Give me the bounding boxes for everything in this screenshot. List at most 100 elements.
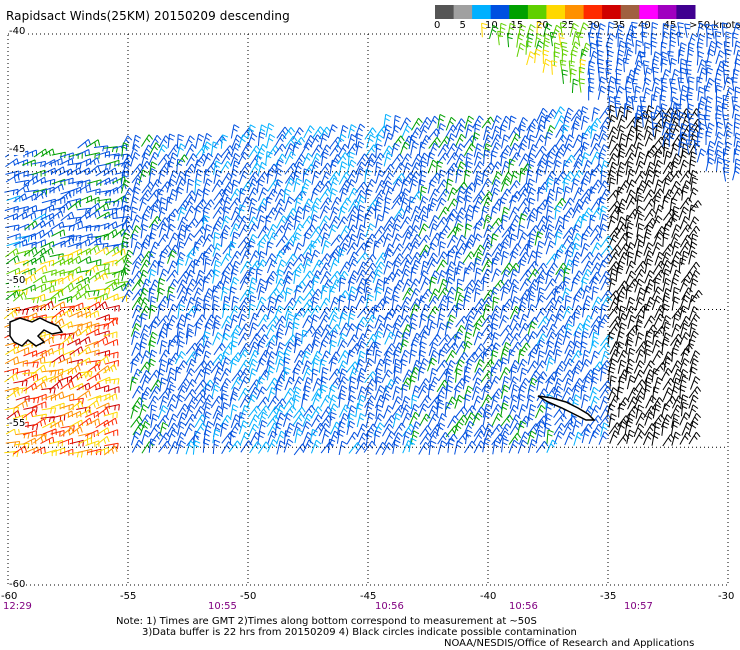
wind-barb: [175, 360, 188, 373]
wind-barb: [195, 133, 205, 148]
wind-barb: [651, 77, 661, 92]
wind-barb: [644, 296, 656, 311]
wind-barb: [166, 208, 179, 221]
wind-barb: [669, 78, 676, 93]
wind-barb: [202, 438, 211, 453]
wind-barb: [338, 171, 351, 185]
wind-barb: [257, 225, 270, 239]
wind-barb: [428, 440, 437, 455]
wind-barb: [688, 431, 701, 445]
wind-barb: [625, 144, 637, 158]
wind-barb: [256, 357, 267, 372]
wind-barb: [438, 334, 452, 346]
wind-barb: [202, 233, 214, 247]
wind-barb: [150, 179, 162, 192]
wind-barb: [354, 286, 365, 301]
wind-barb: [453, 251, 463, 266]
wind-barb: [247, 223, 259, 237]
wind-barb: [534, 145, 547, 159]
wind-barb: [103, 259, 118, 267]
wind-barb: [60, 427, 75, 437]
wind-barb: [339, 187, 349, 202]
wind-barb: [41, 159, 56, 167]
wind-barb: [310, 160, 321, 175]
wind-barb: [328, 215, 341, 229]
wind-barb: [364, 188, 373, 203]
wind-barb: [555, 125, 567, 138]
wind-barb: [158, 223, 169, 238]
wind-barb: [274, 133, 287, 147]
wind-barb: [446, 143, 458, 156]
wind-barb: [337, 143, 350, 157]
wind-barb: [455, 168, 464, 184]
wind-barb: [481, 169, 490, 185]
wind-barb: [636, 222, 645, 238]
wind-barb: [310, 339, 321, 354]
wind-barb: [318, 297, 331, 311]
wind-barb: [535, 294, 546, 309]
legend-swatch: [527, 5, 547, 19]
wind-barb: [185, 296, 196, 311]
lon-label-55: -55: [120, 591, 137, 602]
wind-barb: [703, 114, 711, 129]
wind-barb: [625, 86, 632, 102]
wind-barb: [67, 162, 82, 169]
wind-barb: [481, 22, 488, 38]
wind-barb: [265, 241, 274, 256]
wind-barb: [5, 255, 20, 265]
wind-barb: [86, 245, 100, 255]
wind-barb: [383, 249, 394, 264]
wind-barb: [437, 349, 446, 364]
wind-barb: [499, 22, 507, 38]
wind-barb: [420, 277, 431, 291]
wind-barb: [453, 215, 464, 229]
wind-barb: [465, 214, 473, 229]
wind-barb: [276, 215, 288, 229]
wind-barb: [222, 196, 233, 211]
wind-barb: [41, 407, 57, 414]
wind-barb: [391, 153, 404, 166]
wind-barb: [393, 162, 406, 175]
wind-barb: [231, 331, 240, 347]
wind-barb: [202, 206, 211, 222]
wind-barb: [536, 224, 548, 238]
wind-barb: [140, 152, 151, 167]
wind-barb: [706, 32, 713, 48]
wind-barb: [590, 233, 603, 246]
wind-barb: [391, 294, 400, 310]
wind-barb: [292, 394, 301, 409]
wind-barb: [472, 115, 484, 129]
wind-barb: [221, 262, 234, 275]
wind-barb: [464, 204, 475, 219]
wind-barb: [120, 154, 134, 167]
wind-barb: [679, 197, 693, 210]
wind-barb: [680, 394, 689, 409]
wind-barb: [202, 276, 211, 291]
wind-barb: [166, 422, 179, 436]
wind-barb: [662, 232, 670, 247]
wind-barb: [418, 358, 429, 372]
wind-barb: [141, 205, 153, 219]
wind-barb: [185, 269, 196, 284]
wind-barb: [509, 195, 518, 210]
wind-barb: [221, 276, 232, 291]
wind-barb: [562, 197, 575, 211]
wind-barb: [248, 206, 258, 222]
wind-barb: [338, 161, 348, 176]
wind-barb: [356, 153, 369, 166]
wind-barb: [76, 283, 91, 293]
wind-barb: [644, 115, 654, 130]
wind-barb: [285, 313, 295, 328]
wind-barb: [185, 153, 198, 166]
wind-barb: [616, 125, 626, 140]
wind-barb: [59, 335, 74, 346]
wind-barb: [418, 234, 431, 247]
wind-barb: [544, 223, 555, 239]
wind-barb: [5, 158, 20, 168]
wind-barb: [654, 204, 665, 219]
wind-barb: [696, 148, 707, 163]
wind-barb: [626, 125, 637, 140]
wind-barb: [165, 223, 176, 238]
wind-barb: [95, 287, 111, 295]
legend-swatch: [602, 5, 622, 19]
